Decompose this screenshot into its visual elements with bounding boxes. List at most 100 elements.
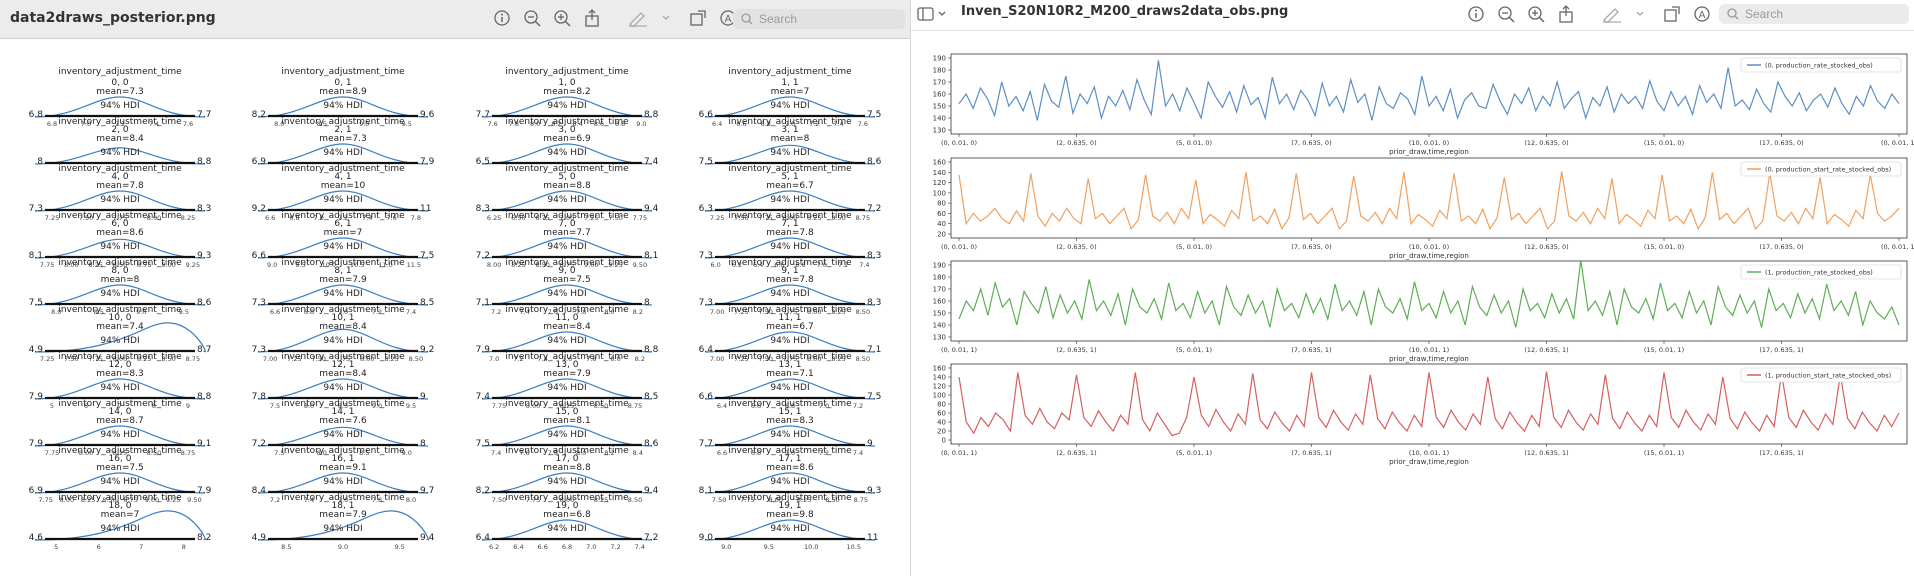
hdi-low-value: 6.6 <box>699 392 714 402</box>
axis-tick-label: 7.25 <box>45 214 59 222</box>
chevron-down-icon[interactable] <box>1635 5 1645 23</box>
axis-tick-label: 7.8 <box>411 214 421 222</box>
subplot-coord: 6, 0 <box>111 219 128 229</box>
axis-tick-label: 6.4 <box>513 543 523 551</box>
search-field[interactable]: Search <box>1719 4 1909 24</box>
axis-tick-label: 8.6 <box>594 120 604 128</box>
share-icon[interactable] <box>583 9 601 27</box>
density-curve <box>704 425 876 447</box>
hdi-label: 94% HDI <box>323 477 362 487</box>
hdi-high-value: 7.4 <box>644 157 659 167</box>
zoom-out-icon[interactable] <box>523 9 541 27</box>
subplot-coord: 10, 1 <box>332 313 355 323</box>
subplot-var-name: inventory_adjustment_time <box>728 446 852 456</box>
markup-pen-icon[interactable] <box>1601 5 1623 23</box>
subplot-var-name: inventory_adjustment_time <box>58 352 182 362</box>
axis-tick-label: 8.50 <box>409 355 423 363</box>
rotate-icon[interactable] <box>1663 5 1681 23</box>
axis-tick-label: 5 <box>50 402 54 410</box>
hdi-high-value: 9.4 <box>644 204 659 214</box>
axis-tick-label: 6.8 <box>751 449 761 457</box>
chevron-down-icon[interactable] <box>661 9 671 27</box>
x-tick-label: (10, 0.01, 1) <box>1409 449 1449 457</box>
subplot-var-name: inventory_adjustment_time <box>505 258 629 268</box>
axis-tick-label: 6.0 <box>710 261 720 269</box>
hdi-low-value: 7.3 <box>29 204 43 214</box>
zoom-out-icon[interactable] <box>1497 5 1515 23</box>
subplot-coord: 5, 0 <box>558 172 575 182</box>
hdi-label: 94% HDI <box>547 430 586 440</box>
axis-tick-label: 8.25 <box>831 308 845 316</box>
hdi-high-value: 8.3 <box>197 204 211 214</box>
hdi-high-value: 9 <box>867 439 873 449</box>
subplot-mean: mean=7.9 <box>319 275 367 285</box>
hdi-low-value: 8.1 <box>699 486 713 496</box>
subplot-var-name: inventory_adjustment_time <box>728 305 852 315</box>
subplot-var-name: inventory_adjustment_time <box>505 399 629 409</box>
subplot-var-name: inventory_adjustment_time <box>728 258 852 268</box>
axis-tick-label: 7.2 <box>819 449 829 457</box>
axis-tick-label: 7.75 <box>45 449 59 457</box>
subplot-mean: mean=8.9 <box>319 87 367 97</box>
axis-tick-label: 6.75 <box>535 214 549 222</box>
zoom-in-icon[interactable] <box>553 9 571 27</box>
subplot-var-name: inventory_adjustment_time <box>281 446 405 456</box>
legend-box <box>1740 57 1902 73</box>
zoom-in-icon[interactable] <box>1527 5 1545 23</box>
axis-tick-label: 8.00 <box>526 402 540 410</box>
subplot-mean: mean=6.7 <box>766 181 813 191</box>
subplot-mean: mean=9.1 <box>319 463 366 473</box>
legend-box <box>1740 264 1902 280</box>
axis-tick-label: 6.8 <box>562 543 572 551</box>
axis-tick-label: 8.50 <box>161 355 175 363</box>
axis-tick-label: 8.5 <box>359 449 369 457</box>
subplot-var-name: inventory_adjustment_time <box>728 211 852 221</box>
density-curve <box>34 190 206 212</box>
axis-tick-label: 8.50 <box>535 261 549 269</box>
annotate-icon[interactable]: A <box>1693 5 1711 23</box>
density-curve <box>481 237 653 259</box>
subplot-coord: 0, 0 <box>111 78 128 88</box>
axis-tick-label: 9.0 <box>372 402 382 410</box>
axis-tick-label: 8.00 <box>807 308 821 316</box>
x-tick-label: (2, 0.635, 1) <box>1056 449 1096 457</box>
rotate-icon[interactable] <box>689 9 707 27</box>
chevron-down-icon[interactable] <box>937 6 947 22</box>
y-tick-label: 140 <box>933 374 946 382</box>
subplot-coord: 11, 1 <box>779 313 802 323</box>
hdi-low-value: 6.8 <box>29 110 44 120</box>
timeseries-panel: 130 140 150 160 170 180 190 (0, 0.01, 1) (2, 0.6… <box>933 260 1908 363</box>
series-line <box>958 171 1900 231</box>
markup-pen-icon[interactable] <box>627 9 649 27</box>
sidebar-icon[interactable] <box>917 6 935 22</box>
axis-tick-label: 8.75 <box>123 496 137 504</box>
share-icon[interactable] <box>1557 5 1575 23</box>
axis-tick-label: 7.25 <box>710 214 724 222</box>
axis-tick-label: 8.25 <box>137 355 151 363</box>
density-curve <box>704 472 876 494</box>
hdi-high-value: 11 <box>420 204 431 214</box>
axis-tick-label: 7.2 <box>809 120 819 128</box>
subplot-mean: mean=8.3 <box>766 416 813 426</box>
axis-tick-label: 7.00 <box>263 355 277 363</box>
hdi-label: 94% HDI <box>323 289 362 299</box>
subplot-coord: 16, 0 <box>109 454 132 464</box>
hdi-low-value: 7.7 <box>699 439 713 449</box>
axis-tick-label: 7.0 <box>785 120 795 128</box>
info-icon[interactable] <box>493 9 511 27</box>
axis-tick-label: 7.75 <box>740 496 754 504</box>
info-icon[interactable] <box>1467 5 1485 23</box>
axis-tick-label: 9.00 <box>161 261 175 269</box>
subplot-coord: 3, 0 <box>558 125 575 135</box>
axis-tick-label: 8.2 <box>604 449 614 457</box>
subplot-var-name: inventory_adjustment_time <box>58 305 182 315</box>
search-field[interactable]: Search <box>733 9 905 29</box>
axis-tick-label: 8.75 <box>854 496 868 504</box>
axis-tick-label: 8.8 <box>615 120 625 128</box>
hdi-high-value: 9.7 <box>420 486 434 496</box>
